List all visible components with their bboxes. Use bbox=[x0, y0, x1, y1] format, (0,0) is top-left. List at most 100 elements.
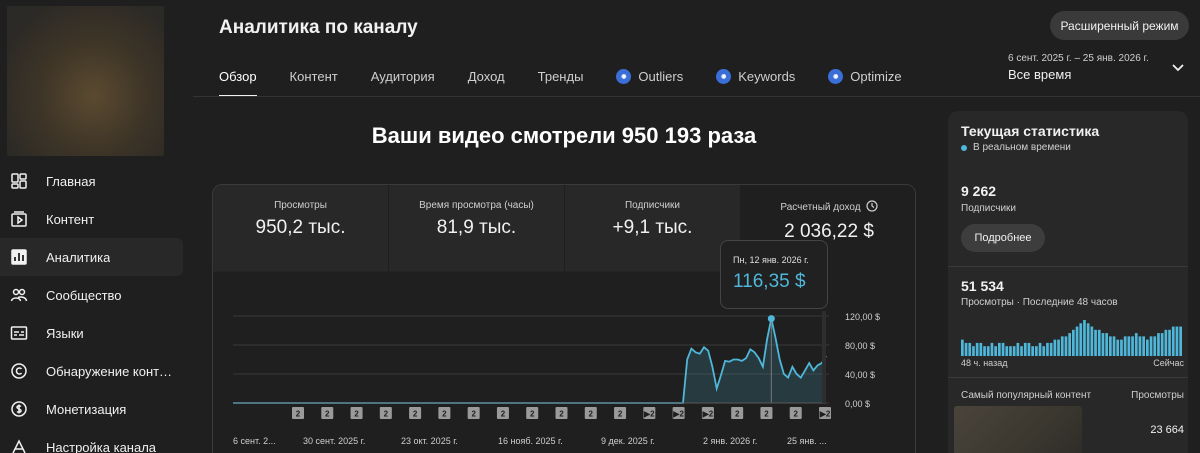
chart-tooltip: Пн, 12 янв. 2026 г. 116,35 $ bbox=[720, 240, 828, 309]
video-marker[interactable]: 2 bbox=[467, 407, 480, 419]
video-marker[interactable]: 2 bbox=[789, 407, 802, 419]
video-marker[interactable]: 2 bbox=[760, 407, 773, 419]
mini-bar bbox=[1012, 346, 1016, 356]
video-marker[interactable]: 2 bbox=[292, 407, 304, 419]
video-marker-box bbox=[467, 407, 480, 419]
tab-label: Доход bbox=[467, 69, 505, 84]
analytics-icon bbox=[10, 248, 28, 266]
mini-bar bbox=[1042, 346, 1046, 356]
video-marker[interactable]: 2 bbox=[379, 407, 392, 419]
video-marker[interactable]: ▶2 bbox=[702, 407, 714, 419]
tab-0[interactable]: Обзор bbox=[219, 64, 257, 98]
mini-bar bbox=[1142, 336, 1145, 356]
metric-card[interactable]: Просмотры 950,2 тыс. bbox=[213, 185, 389, 272]
tab-label: Тренды bbox=[537, 69, 584, 84]
mini-bar bbox=[1157, 333, 1160, 356]
mini-bar bbox=[1016, 342, 1020, 356]
mini-bar bbox=[990, 342, 994, 356]
tab-5[interactable]: ◉ Outliers bbox=[616, 64, 683, 98]
mini-bar bbox=[1079, 323, 1083, 356]
x-tick-label: 30 сент. 2025 г. bbox=[303, 436, 365, 446]
tab-label: Keywords bbox=[738, 69, 796, 84]
mini-bar bbox=[1153, 336, 1157, 356]
mini-bar bbox=[1001, 342, 1005, 356]
video-marker[interactable]: 2 bbox=[526, 407, 539, 419]
chevron-down-icon[interactable] bbox=[1170, 60, 1186, 76]
mini-bar bbox=[1112, 336, 1116, 356]
hover-point[interactable] bbox=[767, 315, 775, 323]
sidebar-item-label: Главная bbox=[46, 173, 96, 189]
video-marker[interactable]: 2 bbox=[614, 407, 627, 419]
advanced-mode-button[interactable]: Расширенный режим bbox=[1050, 11, 1189, 40]
video-marker-box bbox=[819, 407, 831, 419]
extension-logo-icon: ◉ bbox=[616, 69, 632, 84]
mini-bar bbox=[1035, 346, 1038, 356]
tab-3[interactable]: Доход bbox=[468, 64, 505, 98]
video-marker[interactable]: ▶2 bbox=[672, 407, 685, 419]
metric-label: Просмотры bbox=[213, 200, 388, 211]
mini-bar bbox=[1020, 346, 1023, 356]
video-marker[interactable]: 2 bbox=[409, 407, 422, 419]
sidebar-item-label: Обнаружение контента bbox=[46, 363, 174, 379]
tab-1[interactable]: Контент bbox=[290, 64, 338, 98]
sidebar-item-analytics[interactable]: Аналитика bbox=[0, 238, 183, 276]
tab-7[interactable]: ◉ Optimize bbox=[828, 64, 902, 98]
video-marker-label: 2 bbox=[589, 410, 594, 419]
video-marker[interactable]: 2 bbox=[731, 407, 744, 419]
views-48h-label: Просмотры · Последние 48 часов bbox=[961, 297, 1118, 308]
metric-card[interactable]: Подписчики +9,1 тыс. bbox=[565, 185, 741, 272]
sidebar-item-customization[interactable]: Настройка канала bbox=[0, 428, 183, 453]
video-marker-box bbox=[731, 407, 744, 419]
more-button[interactable]: Подробнее bbox=[961, 224, 1045, 252]
tab-4[interactable]: Тренды bbox=[538, 64, 584, 98]
video-marker[interactable]: 2 bbox=[555, 407, 568, 419]
sidebar-item-dashboard[interactable]: Главная bbox=[0, 162, 183, 200]
metric-value: 81,9 тыс. bbox=[436, 217, 517, 238]
video-marker[interactable]: 2 bbox=[321, 407, 334, 419]
mini-bar bbox=[1146, 339, 1149, 356]
sidebar-item-label: Языки bbox=[46, 325, 84, 341]
tab-label: Outliers bbox=[638, 69, 684, 84]
top-content-thumbnail[interactable] bbox=[954, 406, 1082, 453]
panel-divider bbox=[948, 377, 1188, 378]
mini-bar bbox=[986, 346, 990, 356]
tab-label: Аудитория bbox=[370, 69, 435, 84]
views-48h-chart[interactable] bbox=[961, 316, 1183, 356]
mini-bar bbox=[1094, 329, 1097, 356]
revenue-chart: 0,00 $ 40,00 $ 80,00 $ 120,00 $ 2 2 2 2 2 2 2 2 2 2 2 2… bbox=[213, 271, 915, 446]
community-icon bbox=[10, 286, 28, 304]
mini-bar bbox=[1038, 342, 1042, 356]
video-marker-box bbox=[701, 407, 714, 419]
period-selector[interactable]: Все время bbox=[1008, 67, 1072, 82]
mini-bar bbox=[1072, 329, 1075, 356]
video-marker[interactable]: 2 bbox=[438, 407, 451, 419]
realtime-label: В реальном времени bbox=[973, 142, 1071, 153]
video-marker[interactable]: 2 bbox=[584, 407, 597, 419]
views-48h-value: 51 534 bbox=[961, 278, 1004, 294]
mini-bar bbox=[1049, 342, 1053, 356]
video-marker[interactable]: 2 bbox=[496, 407, 509, 419]
mini-bar bbox=[1171, 326, 1175, 356]
tooltip-value: 116,35 $ bbox=[733, 271, 806, 292]
mini-chart-end-label: Сейчас bbox=[1153, 358, 1184, 368]
video-marker-box bbox=[760, 407, 773, 419]
sidebar-item-community[interactable]: Сообщество bbox=[0, 276, 183, 314]
tab-6[interactable]: ◉ Keywords bbox=[716, 64, 795, 98]
video-marker[interactable]: ▶2 bbox=[643, 407, 656, 419]
channel-avatar[interactable] bbox=[7, 6, 164, 156]
mini-bar bbox=[1086, 323, 1090, 356]
mini-bar bbox=[1175, 326, 1179, 356]
video-marker-label: 2 bbox=[384, 410, 389, 419]
sidebar-item-dollar[interactable]: Монетизация bbox=[0, 390, 183, 428]
video-marker-label: 2 bbox=[793, 410, 798, 419]
sidebar-item-subtitles[interactable]: Языки bbox=[0, 314, 183, 352]
video-marker[interactable]: 2 bbox=[350, 407, 363, 419]
metric-card[interactable]: Время просмотра (часы) 81,9 тыс. bbox=[389, 185, 565, 272]
tab-label: Обзор bbox=[219, 69, 257, 84]
mini-bar bbox=[1164, 329, 1168, 356]
video-marker[interactable]: ▶2 bbox=[819, 407, 831, 419]
y-tick-label: 80,00 $ bbox=[845, 341, 875, 351]
sidebar-item-content[interactable]: Контент bbox=[0, 200, 183, 238]
sidebar-item-copyright[interactable]: Обнаружение контента bbox=[0, 352, 183, 390]
tab-2[interactable]: Аудитория bbox=[371, 64, 435, 98]
